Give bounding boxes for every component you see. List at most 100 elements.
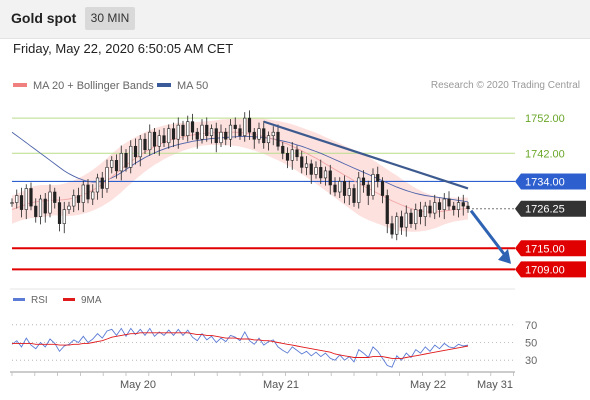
candle-body [72, 195, 76, 207]
candle-body [86, 184, 90, 200]
candle-body [29, 188, 33, 207]
x-tick-label: May 21 [263, 379, 299, 391]
candle-body [390, 223, 394, 235]
candle-body [57, 202, 62, 224]
candle-body [152, 131, 157, 147]
candle-body [399, 216, 404, 228]
candle-body [276, 131, 280, 147]
candle-body [271, 131, 275, 137]
candle-body [171, 128, 176, 140]
candle-body [304, 163, 309, 168]
candle-body [62, 209, 66, 224]
candle-body [76, 195, 81, 203]
candle-body [233, 124, 237, 129]
candle-body [295, 149, 299, 158]
rsi-level-label-30: 30 [525, 355, 537, 367]
candle-body [243, 117, 247, 137]
level-tag-1709.00 [515, 261, 586, 278]
rsi-level-label-50: 50 [525, 338, 537, 350]
candle-body [114, 160, 119, 172]
candle-body [342, 181, 347, 196]
candle-body [366, 184, 370, 196]
candle-body [319, 167, 323, 179]
candle-body [95, 177, 100, 193]
candle-body [371, 174, 375, 196]
candle-body [148, 131, 152, 151]
candle-body [456, 202, 461, 210]
candle-body [186, 121, 190, 137]
candle-body [19, 195, 24, 210]
resistance-trendline [263, 120, 469, 190]
candle-body [447, 198, 451, 207]
candle-body [252, 131, 256, 140]
candle-body [43, 198, 47, 214]
projection-arrow-head [498, 248, 511, 264]
legend-rsi: RSI [13, 295, 48, 306]
level-tag-1715.00 [515, 240, 586, 257]
legend-ma50-label: MA 50 [177, 80, 209, 92]
legend-ma20: MA 20 + Bollinger Bands [13, 80, 154, 92]
candle-body [10, 202, 14, 204]
candle-body [300, 156, 304, 168]
level-label-1709.00: 1709.00 [525, 264, 565, 276]
candle-body [38, 198, 43, 217]
candle-body [385, 195, 389, 224]
candle-body [110, 160, 114, 168]
projection-arrow-line [469, 209, 509, 259]
level-label-1742.00: 1742.00 [525, 148, 565, 160]
candle-body [361, 177, 366, 186]
candle-body [100, 177, 104, 189]
candle-body [205, 124, 209, 137]
candle-body [67, 205, 71, 210]
candle-body [433, 202, 437, 214]
candle-body [238, 128, 242, 137]
candle-body [247, 117, 252, 133]
candle-body [409, 212, 413, 224]
candle-body [190, 121, 195, 133]
legend-ma50: MA 50 [157, 80, 208, 92]
candle-body [262, 128, 266, 144]
x-tick-label: May 31 [477, 379, 513, 391]
candle-body [442, 198, 446, 210]
candle-body [328, 170, 332, 186]
candle-body [195, 131, 199, 140]
legend-ma20-label: MA 20 + Bollinger Bands [33, 80, 154, 92]
candle-body [290, 149, 294, 161]
candle-body [119, 152, 123, 172]
candle-body [91, 191, 95, 200]
candle-body [395, 216, 399, 235]
candle-body [81, 184, 85, 203]
ma9-swatch [63, 297, 75, 301]
candle-body [452, 205, 456, 210]
candle-body [219, 131, 223, 144]
candle-body [266, 135, 271, 144]
candle-body [418, 209, 423, 217]
candle-body [124, 152, 128, 168]
candle-body [414, 209, 418, 224]
rsi-swatch [13, 297, 25, 301]
legend-9ma: 9MA [63, 295, 102, 306]
candle-body [404, 212, 408, 228]
level-tag-1726.25 [515, 200, 586, 217]
candle-body [428, 205, 432, 214]
ma20-swatch [13, 83, 27, 88]
candle-body [133, 145, 138, 158]
candle-body [323, 170, 328, 179]
candle-body [48, 191, 52, 214]
candle-body [167, 128, 171, 144]
candle-body [176, 124, 180, 140]
candle-body [281, 145, 285, 154]
candle-body [437, 202, 442, 210]
candle-body [181, 124, 185, 137]
interval-button[interactable]: 30 MIN [85, 7, 135, 30]
candle-body [162, 135, 166, 144]
candle-body [143, 138, 147, 151]
x-tick-label: May 22 [410, 379, 446, 391]
candle-body [224, 131, 228, 140]
ma50-swatch [157, 83, 171, 88]
candle-body [138, 138, 142, 158]
level-tag-1734.00 [515, 173, 586, 190]
legend-rsi-label: RSI [31, 295, 48, 306]
candle-body [461, 202, 465, 207]
